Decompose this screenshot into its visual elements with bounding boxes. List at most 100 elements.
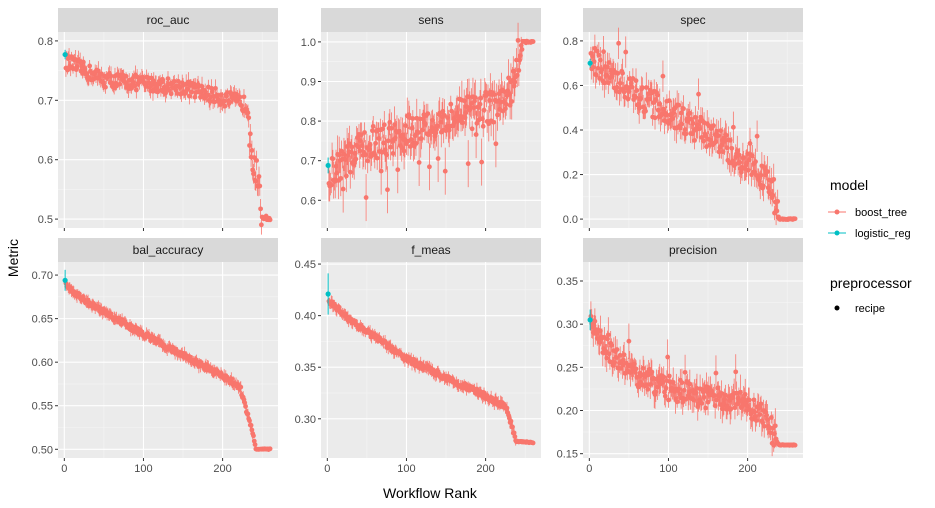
point-boost-tree	[625, 96, 631, 102]
y-axis-title: Metric	[5, 239, 21, 277]
point-boost-tree	[493, 141, 499, 147]
point-boost-tree	[258, 222, 264, 228]
point-boost-tree	[503, 101, 509, 107]
point-boost-tree	[634, 88, 640, 93]
point-boost-tree	[701, 394, 707, 400]
y-tick-label: 0.2	[563, 170, 578, 182]
strip-label-bal_accuracy: bal_accuracy	[133, 243, 204, 257]
point-boost-tree	[770, 192, 776, 198]
point-boost-tree	[764, 417, 770, 422]
strip-label-roc_auc: roc_auc	[147, 13, 190, 27]
y-tick-label: 0.25	[557, 362, 578, 374]
point-boost-tree	[772, 423, 778, 429]
point-boost-tree	[442, 168, 448, 174]
point-boost-tree	[666, 397, 671, 403]
point-boost-tree	[774, 208, 780, 214]
y-tick-label: 0.65	[32, 314, 53, 326]
point-boost-tree	[340, 186, 346, 192]
point-boost-tree	[516, 68, 522, 73]
point-boost-tree	[590, 64, 596, 70]
legend-item-boost-tree: boost_tree	[828, 207, 907, 219]
point-boost-tree	[617, 80, 623, 86]
legend-logistic-reg-label: logistic_reg	[855, 228, 911, 240]
point-boost-tree	[692, 137, 697, 143]
point-logistic-reg	[62, 277, 68, 283]
strip-label-precision: precision	[669, 243, 717, 257]
y-tick-label: 0.45	[295, 259, 316, 271]
x-tick-label: 100	[134, 463, 152, 475]
y-tick-label: 0.20	[557, 406, 578, 418]
panel-bg-bal_accuracy	[58, 262, 278, 458]
x-tick-label: 200	[738, 463, 756, 475]
point-boost-tree	[690, 120, 696, 126]
point-boost-tree	[792, 442, 798, 448]
point-boost-tree	[517, 57, 523, 63]
series-boost-tree-precision	[588, 301, 798, 457]
x-tick-label: 0	[586, 463, 592, 475]
point-boost-tree	[747, 141, 753, 146]
y-tick-label: 0.6	[38, 155, 53, 167]
strip-spec	[583, 8, 803, 32]
point-boost-tree	[243, 403, 248, 409]
strip-bal_accuracy	[58, 238, 278, 262]
point-boost-tree	[626, 338, 632, 344]
point-boost-tree	[357, 148, 363, 154]
point-boost-tree	[753, 159, 758, 165]
point-boost-tree	[742, 391, 748, 397]
point-boost-tree	[764, 169, 770, 174]
point-boost-tree	[623, 49, 629, 55]
series-boost-tree-roc_auc	[63, 48, 273, 235]
point-boost-tree	[645, 386, 651, 392]
point-boost-tree	[775, 198, 781, 204]
point-boost-tree	[415, 130, 421, 135]
series-boost-tree-spec	[588, 27, 798, 226]
panel-f_meas: f_meas 0.30 0.35 0.40 0.45 0 100 200	[295, 238, 541, 475]
point-boost-tree	[338, 175, 344, 181]
point-boost-tree	[479, 159, 485, 165]
point-boost-tree	[221, 98, 227, 104]
point-boost-tree	[385, 138, 391, 144]
point-boost-tree	[711, 393, 717, 398]
point-boost-tree	[737, 160, 743, 165]
point-boost-tree	[666, 373, 672, 379]
point-boost-tree	[353, 156, 359, 162]
point-boost-tree	[395, 167, 401, 173]
point-boost-tree	[754, 133, 760, 139]
y-tick-label: 0.35	[295, 362, 316, 374]
y-tick-label: 0.6	[301, 195, 316, 207]
point-boost-tree	[495, 112, 500, 118]
point-boost-tree	[381, 122, 387, 128]
y-tick-label: 0.8	[563, 36, 578, 48]
point-boost-tree	[390, 150, 396, 156]
point-boost-tree	[408, 144, 413, 149]
point-boost-tree	[435, 156, 441, 161]
point-boost-tree	[512, 434, 518, 439]
point-boost-tree	[254, 158, 260, 163]
y-tick-label: 0.40	[295, 311, 316, 323]
point-boost-tree	[87, 63, 93, 69]
point-boost-tree	[477, 101, 483, 107]
point-boost-tree	[362, 130, 367, 135]
x-tick-label: 0	[61, 463, 67, 475]
y-tick-label: 0.9	[301, 76, 316, 88]
point-boost-tree	[771, 176, 777, 182]
point-boost-tree	[370, 128, 375, 134]
point-boost-tree	[117, 81, 123, 87]
point-boost-tree	[250, 167, 256, 173]
point-boost-tree	[401, 148, 407, 154]
point-boost-tree	[633, 78, 639, 84]
point-boost-tree	[248, 422, 254, 428]
point-boost-tree	[506, 75, 511, 81]
point-boost-tree	[410, 116, 416, 121]
panel-bal_accuracy: bal_accuracy 0.50 0.55 0.60 0.65 0.70 0 100 200	[32, 238, 278, 475]
point-boost-tree	[416, 160, 422, 165]
point-boost-tree	[419, 127, 425, 133]
point-boost-tree	[385, 187, 390, 193]
point-boost-tree	[478, 95, 484, 101]
point-boost-tree	[723, 132, 729, 138]
point-boost-tree	[654, 92, 660, 98]
point-boost-tree	[480, 123, 486, 129]
point-boost-tree	[509, 99, 515, 104]
point-boost-tree	[681, 106, 686, 112]
